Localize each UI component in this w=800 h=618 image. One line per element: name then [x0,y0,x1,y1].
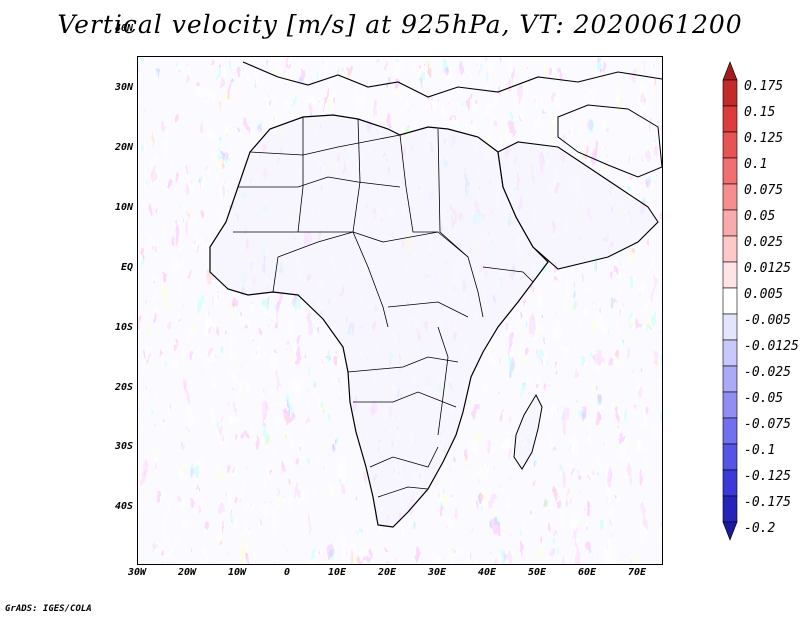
colorbar-swatch [722,61,738,81]
velocity-field-map [138,57,662,564]
colorbar-label: -0.175 [744,495,791,510]
lon-label-20w: 20W [177,567,197,578]
lat-label-30n: 30N [114,82,133,93]
lon-label-10e: 10E [327,567,347,578]
lat-label-20s: 20S [114,382,133,393]
lon-label-20e: 20E [377,567,397,578]
colorbar-label: -0.1 [744,443,776,458]
colorbar-label: -0.075 [744,417,791,432]
lat-label-30s: 30S [114,441,133,452]
colorbar-swatch [722,131,738,159]
map-title: Vertical velocity [m/s] at 925hPa, VT: 2… [57,10,743,39]
lon-label-70e: 70E [627,567,647,578]
country-borders [233,117,534,498]
colorbar-label: -0.125 [744,469,791,484]
lat-label-20n: 20N [114,142,133,153]
colorbar-swatch [722,261,738,289]
colorbar-swatch [722,339,738,367]
lon-label-60e: 60E [577,567,597,578]
colorbar-swatch [722,235,738,263]
colorbar-swatch [722,365,738,393]
colorbar-swatch [722,495,738,523]
colorbar-label: 0.0125 [744,261,791,276]
lon-label-30e: 30E [427,567,447,578]
colorbar-label: 0.05 [744,209,776,224]
map-plot-area [137,56,663,565]
colorbar-label: -0.0125 [744,339,799,354]
colorbar [722,61,738,541]
lat-label-10n: 10N [114,202,133,213]
iran-outline [557,104,662,178]
colorbar-swatch [722,287,738,315]
lat-label-10s: 10S [114,322,133,333]
lon-label-40e: 40E [477,567,497,578]
colorbar-swatch [722,79,738,107]
lon-label-50e: 50E [527,567,547,578]
colorbar-swatch [722,157,738,185]
colorbar-label: 0.005 [744,287,784,302]
colorbar-swatch [722,313,738,341]
colorbar-swatch [722,443,738,471]
arabia-outline [497,141,659,270]
colorbar-label: -0.05 [744,391,784,406]
colorbar-label: -0.2 [744,521,776,536]
colorbar-swatch [722,417,738,445]
grads-credit: GrADS: IGES/COLA [5,604,92,614]
colorbar-swatch [722,183,738,211]
lon-label-0: 0 [283,567,291,578]
colorbar-swatch [722,209,738,237]
colorbar-label: 0.1 [744,157,768,172]
colorbar-label: 0.125 [744,131,784,146]
colorbar-label: -0.005 [744,313,791,328]
colorbar-label: -0.025 [744,365,791,380]
colorbar-label: 0.175 [744,79,784,94]
lon-label-30w: 30W [127,567,147,578]
colorbar-swatch [722,469,738,497]
madagascar-outline [513,393,543,470]
colorbar-swatch [722,521,738,541]
colorbar-label: 0.15 [744,105,776,120]
lat-label-40n: 40N [114,23,133,34]
lon-label-10w: 10W [227,567,247,578]
colorbar-label: 0.025 [744,235,784,250]
lat-label-40s: 40S [114,501,133,512]
colorbar-label: 0.075 [744,183,784,198]
europe-coastline [242,61,662,98]
lat-label-eq: EQ [120,262,133,273]
colorbar-swatch [722,105,738,133]
colorbar-swatch [722,391,738,419]
